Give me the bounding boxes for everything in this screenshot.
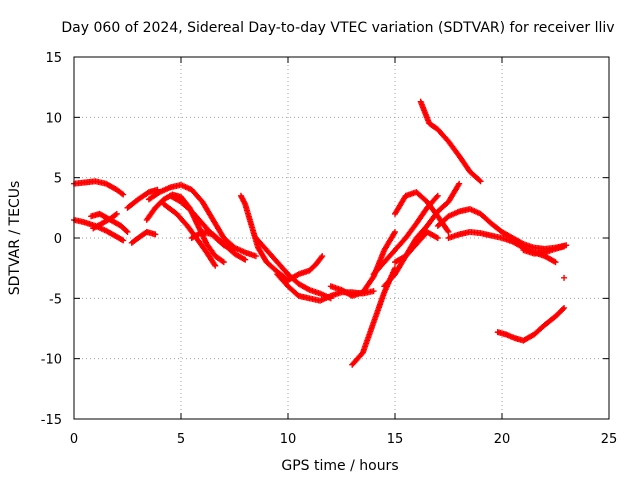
data-point	[120, 191, 127, 198]
data-point	[561, 243, 568, 250]
series-track-26	[520, 243, 568, 257]
series-track-11	[188, 228, 249, 263]
series-track-15	[285, 253, 326, 284]
series-track-22	[417, 98, 484, 185]
x-tick-label: 20	[494, 432, 511, 447]
y-tick-label: 0	[54, 232, 62, 247]
data-point	[477, 178, 484, 185]
data-point	[118, 190, 125, 197]
grid	[74, 57, 609, 419]
series-track-16	[327, 228, 398, 299]
data-point	[370, 288, 377, 295]
y-tick-label: 15	[45, 51, 62, 66]
series-track-2	[71, 216, 127, 244]
chart-title: Day 060 of 2024, Sidereal Day-to-day VTE…	[61, 20, 614, 36]
data-point	[252, 253, 259, 260]
data-point	[434, 235, 441, 241]
x-tick-label: 25	[601, 432, 618, 447]
x-tick-label: 10	[280, 432, 297, 447]
data-point	[120, 237, 127, 244]
series-track-6	[124, 186, 161, 211]
data-point	[112, 211, 119, 218]
data-point	[123, 227, 130, 234]
y-tick-label: -15	[41, 413, 62, 428]
data-point	[561, 304, 568, 311]
y-tick-label: -10	[41, 353, 62, 368]
y-tick-label: 5	[54, 172, 62, 187]
x-axis-title: GPS time / hours	[281, 458, 398, 474]
series-track-27	[561, 274, 568, 281]
series-track-7	[145, 181, 259, 260]
series-track-25	[494, 304, 568, 344]
data-point	[552, 259, 559, 266]
series-track-4	[90, 210, 120, 232]
series-track-17	[349, 265, 398, 368]
data-point	[152, 231, 159, 238]
series-track-1	[71, 178, 127, 198]
y-axis-title: SDTVAR / TECUs	[7, 181, 23, 296]
data-point	[113, 210, 120, 217]
data-points	[71, 98, 570, 368]
data-point	[212, 262, 219, 269]
y-tick-label: -5	[49, 292, 62, 307]
data-point	[561, 274, 568, 281]
y-tick-label: 10	[45, 111, 62, 126]
data-point	[318, 254, 325, 261]
x-tick-label: 5	[177, 432, 185, 447]
data-point	[476, 177, 483, 184]
plot-frame	[73, 56, 610, 420]
x-tick-label: 0	[70, 432, 78, 447]
data-point	[219, 258, 226, 265]
data-point	[124, 228, 131, 235]
data-point	[220, 259, 227, 266]
data-point	[118, 236, 125, 243]
data-point	[433, 193, 440, 200]
series-track-19	[381, 180, 463, 290]
data-point	[242, 256, 249, 263]
data-point	[434, 192, 441, 199]
series-track-8	[143, 191, 227, 266]
series-track-20	[392, 228, 441, 266]
series-track-5	[128, 228, 159, 246]
x-tick-label: 15	[387, 432, 404, 447]
data-point	[559, 306, 566, 313]
data-point	[319, 253, 326, 260]
data-point	[392, 228, 398, 235]
data-point	[445, 228, 452, 235]
series-track-9	[160, 201, 219, 269]
series-track-23	[434, 206, 570, 252]
data-point	[456, 180, 463, 187]
series-track-21	[392, 189, 452, 235]
series-track-13	[252, 235, 334, 302]
